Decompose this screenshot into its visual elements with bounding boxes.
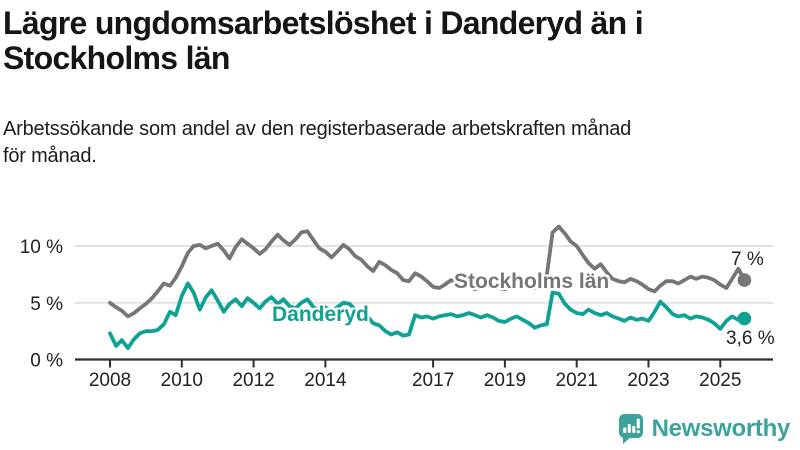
series-label-danderyd: Danderyd	[272, 303, 369, 326]
x-tick-label: 2023	[627, 370, 669, 391]
y-tick-label: 10 %	[20, 237, 63, 258]
newsworthy-logo[interactable]: Newsworthy	[618, 413, 790, 444]
end-value-label-danderyd: 3,6 %	[726, 328, 775, 349]
y-tick-label: 0 %	[30, 351, 63, 372]
end-value-label-stockholms-lan: 7 %	[731, 249, 764, 270]
y-tick-label: 5 %	[30, 294, 63, 315]
chart-subtitle: Arbetssökande som andel av den registerb…	[3, 116, 793, 170]
page-title-line-2: Stockholms län	[3, 40, 230, 76]
x-tick-label: 2017	[412, 370, 454, 391]
x-tick-label: 2025	[699, 370, 741, 391]
x-tick-label: 2010	[161, 370, 203, 391]
x-tick-label: 2021	[556, 370, 598, 391]
page-title-line-1: Lägre ungdomsarbetslöshet i Danderyd än …	[3, 5, 644, 41]
x-tick-label: 2008	[89, 370, 131, 391]
x-tick-label: 2019	[484, 370, 526, 391]
chart-subtitle-line-1: Arbetssökande som andel av den registerb…	[3, 118, 632, 140]
x-tick-label: 2012	[232, 370, 274, 391]
chart-subtitle-line-2: för månad.	[3, 145, 97, 167]
series-line-danderyd	[108, 281, 747, 351]
newsworthy-icon	[618, 414, 643, 444]
newsworthy-wordmark: Newsworthy	[651, 414, 791, 442]
end-dot-danderyd	[737, 311, 752, 326]
series-label-stockholms-lan: Stockholms län	[454, 270, 610, 293]
end-dot-stockholms-lan	[737, 273, 752, 287]
page-title: Lägre ungdomsarbetslöshet i Danderyd än …	[3, 6, 763, 76]
x-tick-label: 2014	[304, 370, 347, 391]
series-line-stockholms-lan	[108, 224, 747, 319]
